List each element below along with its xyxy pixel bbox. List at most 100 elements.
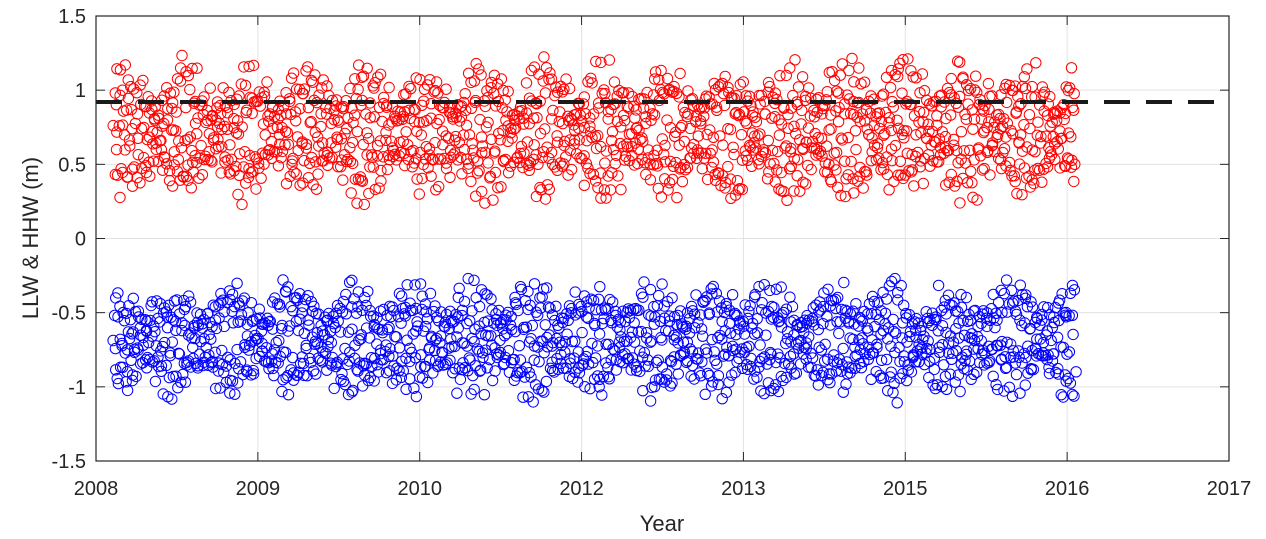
data-point: [593, 328, 606, 340]
data-point: [468, 336, 480, 348]
data-point: [970, 70, 982, 82]
data-point: [755, 304, 768, 316]
data-point: [300, 339, 312, 352]
data-point: [829, 293, 842, 306]
data-point: [1045, 334, 1057, 347]
data-point: [721, 341, 733, 353]
data-point: [485, 133, 498, 146]
y-tick-label: 0.5: [58, 154, 86, 176]
data-point: [407, 144, 419, 157]
data-point: [207, 299, 220, 311]
data-point: [463, 129, 476, 141]
data-point: [745, 352, 757, 365]
data-point: [149, 375, 162, 388]
data-point: [264, 315, 276, 327]
data-point: [813, 341, 825, 353]
data-point: [316, 82, 328, 94]
series-0: [107, 49, 1081, 211]
data-point: [186, 62, 198, 75]
data-point: [166, 393, 178, 405]
data-point: [722, 81, 734, 94]
data-point: [817, 300, 830, 313]
data-point: [468, 383, 480, 396]
data-point: [247, 165, 259, 178]
data-point: [351, 197, 363, 209]
data-point: [409, 279, 421, 291]
data-point: [294, 313, 306, 325]
data-point: [339, 378, 351, 391]
data-point: [847, 333, 859, 345]
data-point: [718, 99, 731, 112]
data-point: [520, 361, 533, 373]
data-point: [1036, 314, 1048, 326]
data-point: [753, 361, 765, 373]
data-point: [795, 334, 807, 347]
data-point: [780, 69, 792, 82]
data-point: [310, 183, 323, 195]
data-point: [796, 320, 809, 333]
data-point: [1051, 114, 1063, 127]
data-point: [918, 330, 930, 342]
data-point: [578, 150, 590, 162]
data-point: [495, 73, 508, 85]
data-point: [835, 365, 847, 377]
data-point: [580, 157, 593, 170]
data-point: [234, 356, 247, 368]
data-point: [958, 145, 970, 157]
data-point: [442, 132, 455, 144]
data-point: [275, 152, 287, 164]
data-point: [421, 313, 434, 325]
data-point: [596, 389, 608, 401]
data-point: [294, 103, 306, 115]
data-point: [395, 371, 408, 383]
data-point: [676, 175, 689, 188]
data-point: [478, 389, 491, 401]
data-point: [655, 64, 667, 77]
data-point: [205, 333, 217, 345]
data-point: [904, 330, 916, 343]
data-point: [754, 339, 766, 351]
data-point: [578, 179, 590, 192]
data-point: [166, 102, 178, 115]
data-point: [362, 285, 374, 298]
data-point: [240, 177, 252, 189]
data-point: [837, 386, 849, 398]
data-point: [912, 317, 925, 329]
data-point: [279, 139, 291, 151]
data-point: [694, 309, 707, 321]
data-point: [411, 316, 423, 328]
data-point: [984, 169, 996, 181]
data-point: [685, 300, 698, 313]
data-point: [373, 182, 385, 194]
data-point: [910, 72, 922, 84]
data-point: [1024, 181, 1037, 193]
x-tick-label: 2015: [883, 478, 928, 500]
data-point: [613, 336, 626, 348]
data-point: [337, 100, 350, 113]
data-point: [902, 364, 914, 376]
data-point: [420, 306, 432, 318]
data-point: [171, 73, 184, 85]
data-point: [982, 77, 995, 90]
data-point: [485, 330, 497, 342]
data-point: [257, 318, 269, 330]
data-point: [578, 121, 591, 134]
data-point: [122, 92, 135, 105]
data-point: [850, 143, 862, 156]
data-point: [720, 300, 732, 313]
data-point: [168, 86, 180, 98]
data-point: [672, 337, 684, 349]
data-point: [210, 382, 222, 395]
data-point: [791, 320, 804, 332]
data-point: [797, 348, 809, 360]
data-point: [534, 302, 547, 314]
data-point: [274, 138, 286, 150]
data-point: [678, 158, 690, 171]
data-point: [473, 63, 485, 75]
data-point: [943, 347, 955, 359]
data-point: [584, 112, 596, 124]
data-point: [274, 301, 286, 313]
data-point: [281, 127, 293, 139]
data-point: [144, 170, 156, 182]
data-point: [374, 348, 387, 360]
